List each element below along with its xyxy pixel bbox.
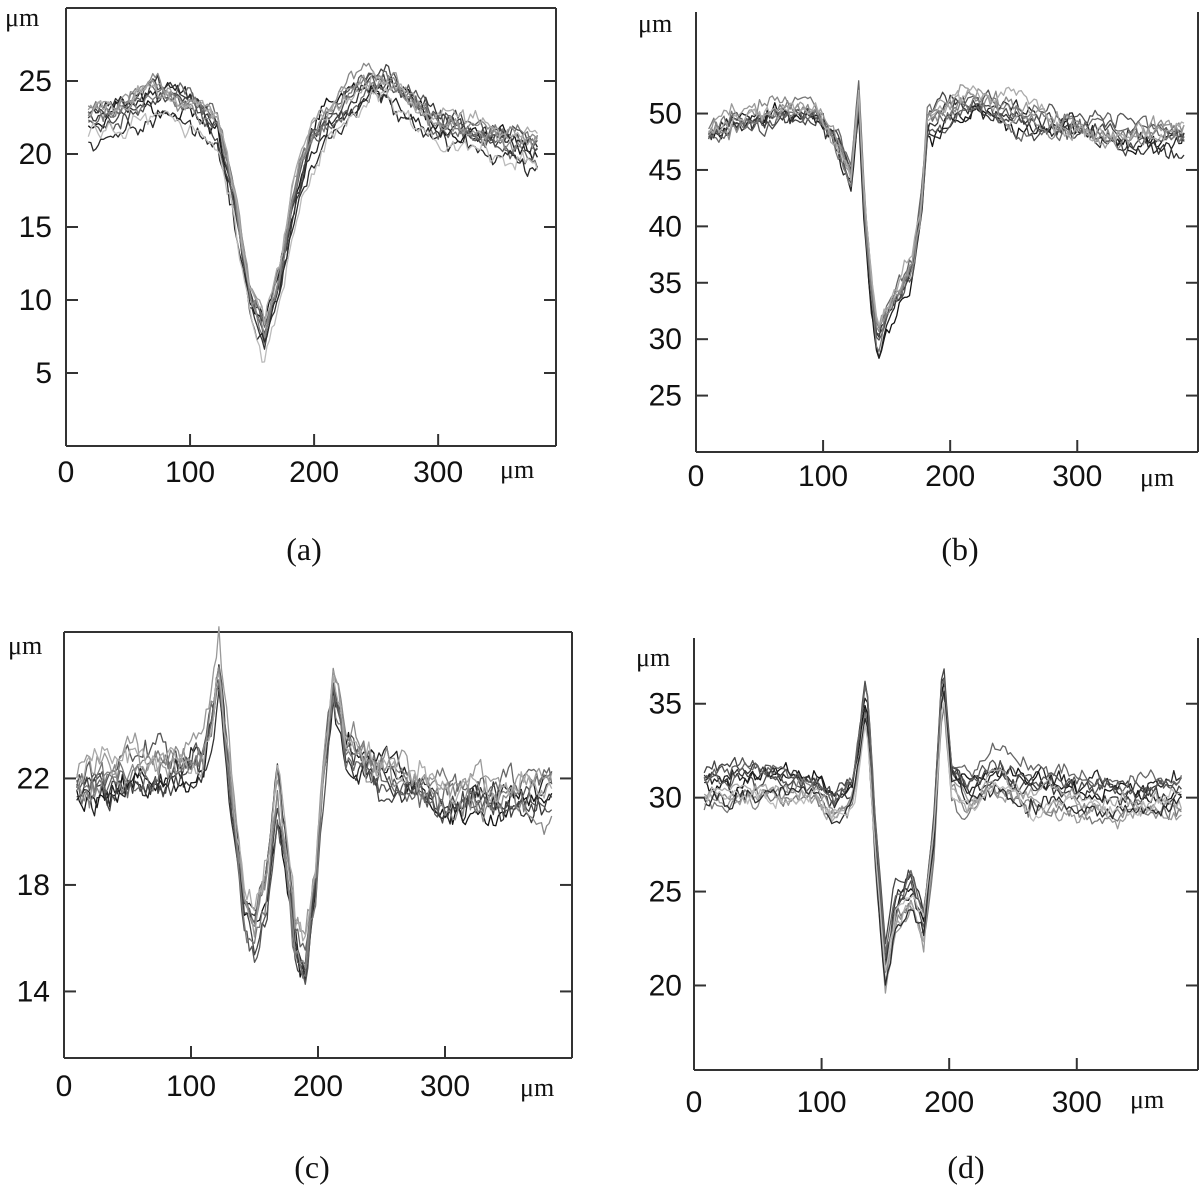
y-tick-label: 30 <box>649 782 682 815</box>
y-tick-label: 25 <box>649 380 682 413</box>
panel-a: 5 10 15 20 25 0 100 200 300 μm μm (a) <box>5 3 557 567</box>
profile-trace <box>87 71 538 326</box>
profile-trace <box>703 687 1182 994</box>
y-tick-label: 10 <box>19 284 52 317</box>
y-tick-label: 50 <box>649 98 682 131</box>
x-tick-label: 0 <box>58 456 75 489</box>
x-axis-unit-label: μm <box>1140 463 1174 492</box>
y-tick-label: 14 <box>17 975 50 1008</box>
panel-b: 25 30 35 40 45 50 0 100 200 300 μm μm (b) <box>638 9 1199 567</box>
y-tick-label: 18 <box>17 869 50 902</box>
profile-trace <box>703 694 1182 974</box>
x-tick-label: 300 <box>1052 1086 1102 1119</box>
profile-trace <box>703 690 1182 986</box>
profile-trace <box>703 678 1183 954</box>
profile-trace <box>708 91 1185 335</box>
x-tick-label: 0 <box>686 1086 703 1119</box>
profile-trace <box>76 664 553 983</box>
profile-trace <box>76 666 553 970</box>
profile-trace <box>76 673 553 942</box>
profile-trace <box>88 90 538 343</box>
x-axis-unit-label: μm <box>500 455 534 484</box>
y-axis-unit-label: μm <box>8 631 42 660</box>
y-axis-unit-label: μm <box>636 643 670 672</box>
profile-trace <box>88 72 538 335</box>
profile-trace <box>87 71 538 325</box>
profile-trace <box>87 63 538 342</box>
profile-trace <box>87 70 539 328</box>
x-tick-label: 300 <box>1052 460 1102 493</box>
x-tick-label: 100 <box>165 456 215 489</box>
profile-trace <box>76 665 553 951</box>
profile-trace <box>708 85 1185 326</box>
panel-caption: (d) <box>947 1149 984 1185</box>
profile-trace <box>703 683 1182 959</box>
panel-caption: (a) <box>286 531 322 567</box>
y-tick-label: 20 <box>649 969 682 1002</box>
x-tick-label: 100 <box>797 1086 847 1119</box>
x-tick-label: 300 <box>413 456 463 489</box>
x-tick-label: 200 <box>293 1070 343 1103</box>
x-tick-label: 200 <box>289 456 339 489</box>
y-tick-label: 35 <box>649 267 682 300</box>
y-tick-label: 20 <box>19 138 52 171</box>
panel-caption: (c) <box>294 1149 330 1185</box>
profile-trace <box>76 679 553 979</box>
y-tick-label: 5 <box>35 357 52 390</box>
profile-trace <box>703 668 1182 945</box>
profile-trace <box>708 90 1185 333</box>
x-tick-label: 0 <box>688 460 705 493</box>
y-tick-label: 45 <box>649 154 682 187</box>
profile-trace <box>704 682 1182 971</box>
x-tick-label: 0 <box>56 1070 73 1103</box>
profile-trace <box>76 682 553 978</box>
profile-trace <box>703 677 1182 965</box>
profile-trace <box>87 87 539 363</box>
x-axis-unit-label: μm <box>520 1073 554 1102</box>
panel-caption: (b) <box>941 531 978 567</box>
y-tick-label: 35 <box>649 688 682 721</box>
y-tick-label: 22 <box>17 762 50 795</box>
x-tick-label: 200 <box>925 460 975 493</box>
x-tick-label: 100 <box>166 1070 216 1103</box>
y-tick-label: 15 <box>19 211 52 244</box>
profile-trace <box>703 701 1182 971</box>
y-tick-label: 25 <box>19 65 52 98</box>
x-tick-label: 300 <box>420 1070 470 1103</box>
x-tick-label: 100 <box>798 460 848 493</box>
profile-trace <box>708 84 1185 328</box>
y-axis-unit-label: μm <box>5 3 39 32</box>
profile-trace <box>708 89 1185 341</box>
y-axis-unit-label: μm <box>638 9 672 38</box>
profile-trace <box>76 689 553 976</box>
profile-trace <box>76 676 553 985</box>
profile-trace <box>703 693 1183 980</box>
profile-trace <box>76 682 552 974</box>
panel-d: 20 25 30 35 0 100 200 300 μm μm (d) <box>636 638 1199 1185</box>
profile-trace <box>703 706 1182 991</box>
profile-trace <box>704 685 1182 961</box>
panel-c: 14 18 22 0 100 200 300 μm μm (c) <box>8 626 573 1185</box>
y-tick-label: 40 <box>649 210 682 243</box>
x-tick-label: 200 <box>924 1086 974 1119</box>
y-tick-label: 25 <box>649 876 682 909</box>
x-axis-unit-label: μm <box>1130 1085 1164 1114</box>
y-tick-label: 30 <box>649 323 682 356</box>
